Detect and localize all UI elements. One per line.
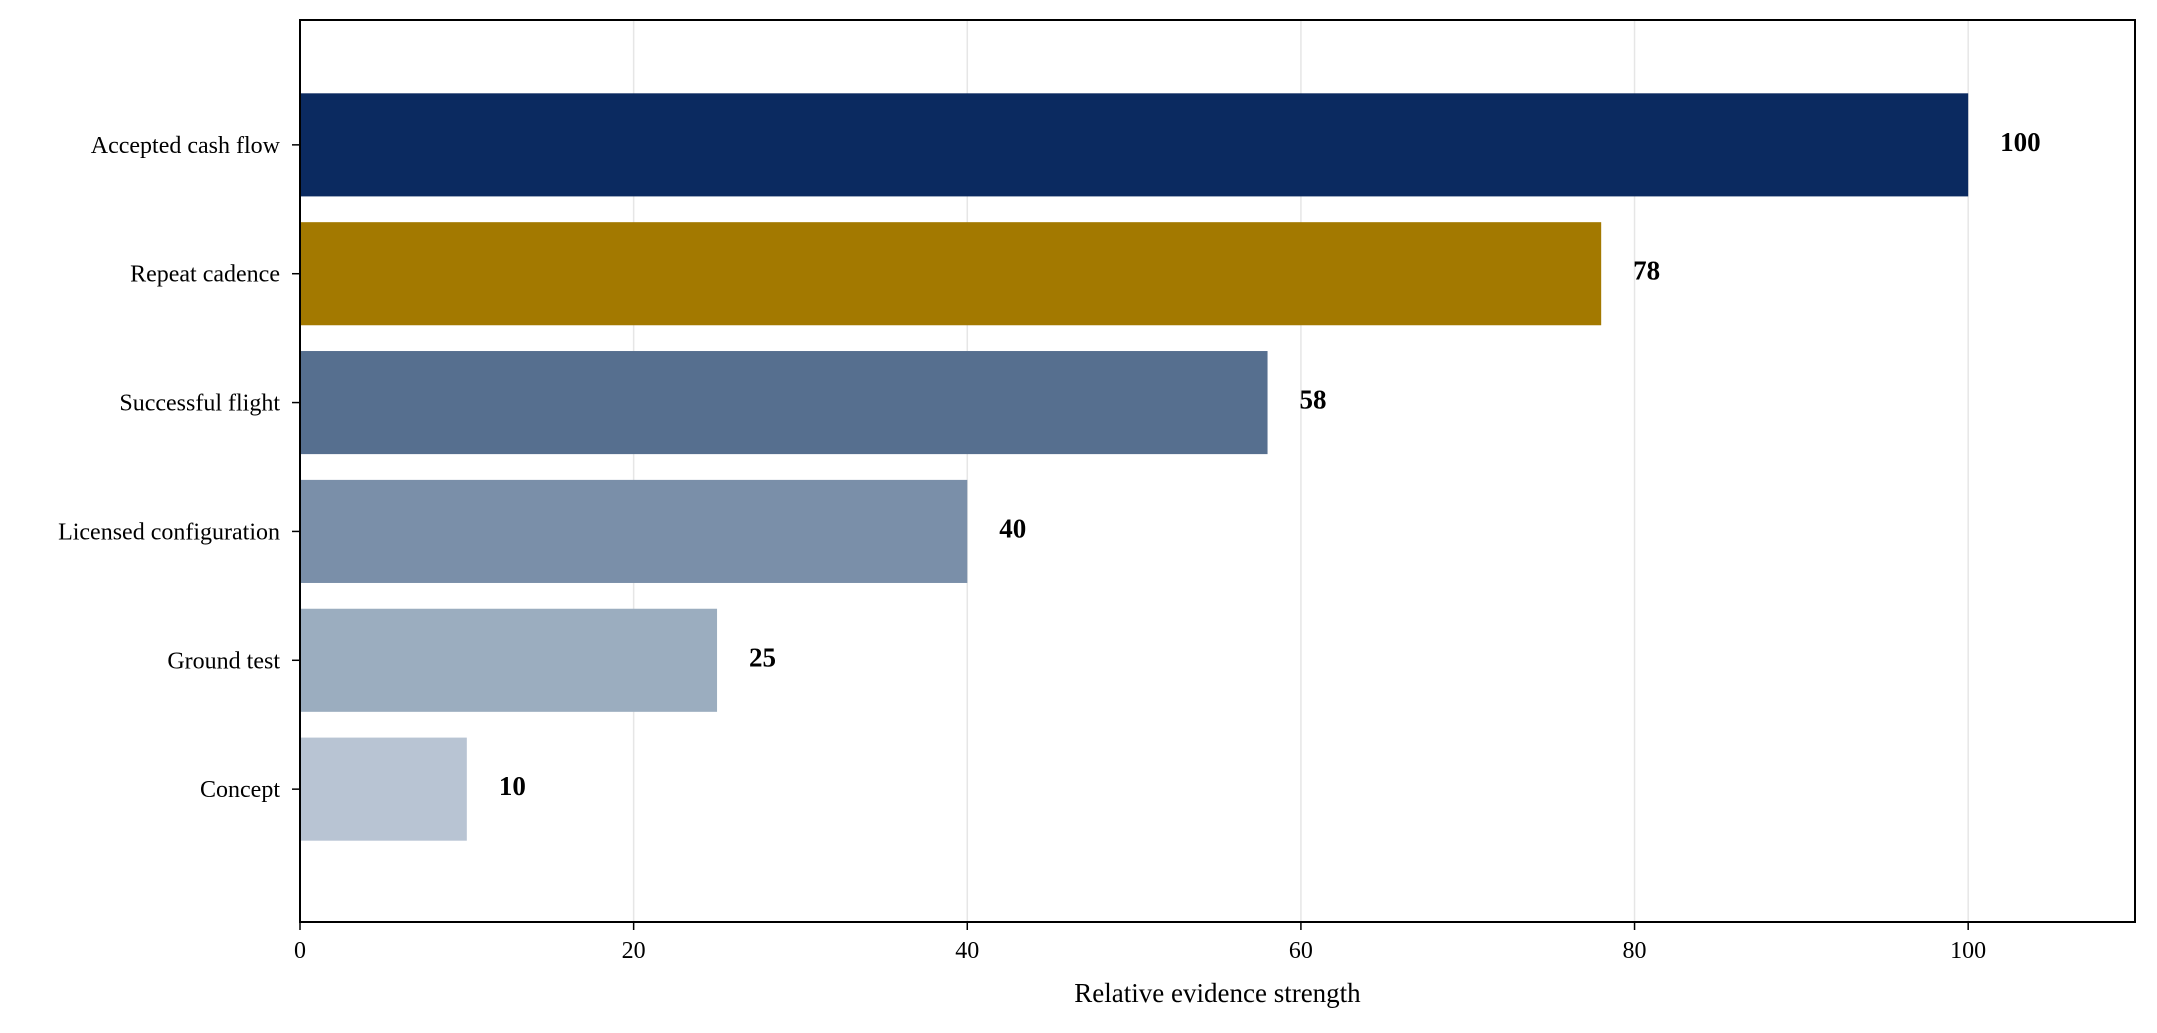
y-tick-label: Successful flight [119,391,280,417]
x-tick-label: 60 [1289,938,1313,964]
x-tick-label: 0 [294,938,306,964]
bar [300,479,968,583]
bar [300,608,718,712]
data-label: 40 [999,513,1026,543]
x-tick-label: 40 [955,938,979,964]
plot-frame [299,19,2136,923]
bar [300,737,467,841]
data-labels: 100 78 58 40 25 10 [499,127,2041,801]
y-tick-label: Repeat cadence [130,262,280,288]
bars [300,93,1969,841]
y-tick-label: Concept [200,777,280,803]
y-axis-ticks: Accepted cash flow Repeat cadence Successf… [58,133,300,803]
y-tick-label: Licensed configuration [58,519,280,545]
bar [300,351,1268,455]
bar [300,222,1602,326]
y-tick-label: Accepted cash flow [91,133,281,159]
data-label: 25 [749,642,776,672]
x-tick-label: 20 [622,938,646,964]
data-label: 100 [2000,127,2041,157]
data-label: 78 [1633,256,1660,286]
bar [300,93,1969,197]
x-axis-title: Relative evidence strength [1074,978,1361,1008]
data-label: 58 [1300,385,1327,415]
x-axis-ticks: 0 20 40 60 80 100 [294,922,1986,964]
x-tick-label: 100 [1950,938,1986,964]
y-tick-label: Ground test [167,648,280,674]
data-label: 10 [499,771,526,801]
x-tick-label: 80 [1623,938,1647,964]
